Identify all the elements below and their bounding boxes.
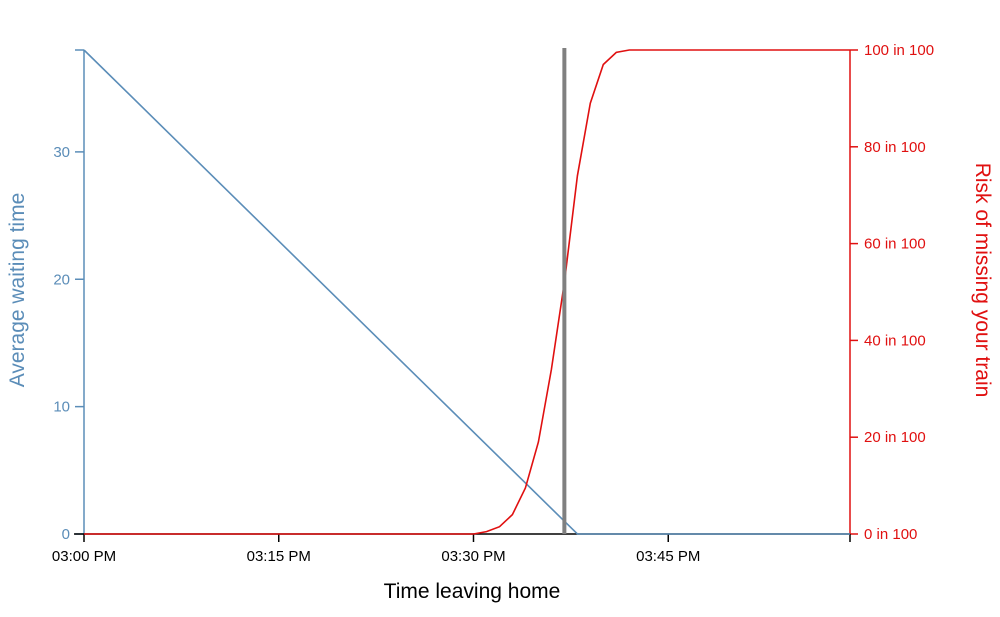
bottom-axis: 03:00 PM 03:15 PM 03:30 PM 03:45 PM: [52, 533, 851, 565]
right-tick-label: 40 in 100: [864, 332, 926, 349]
x-tick-label: 03:15 PM: [247, 548, 311, 565]
right-axis-ticks: 0 in 100 20 in 100 40 in 100 60 in 100 80 in…: [850, 42, 934, 543]
left-tick-label: 0: [62, 526, 70, 543]
left-axis-title: Average waiting time: [6, 193, 29, 388]
x-axis-title: Time leaving home: [384, 580, 561, 603]
x-tick-label: 03:30 PM: [441, 548, 505, 565]
left-tick-label: 30: [53, 144, 70, 161]
right-tick-label: 100 in 100: [864, 42, 934, 59]
right-tick-label: 60 in 100: [864, 236, 926, 253]
x-tick-label: 03:45 PM: [636, 548, 700, 565]
x-tick-label: 03:00 PM: [52, 548, 116, 565]
left-axis-ticks: 0 10 20 30: [53, 49, 84, 543]
waiting-time-line: [83, 49, 850, 535]
right-tick-label: 80 in 100: [864, 139, 926, 156]
right-tick-label: 0 in 100: [864, 526, 917, 543]
right-tick-label: 20 in 100: [864, 429, 926, 446]
missing-risk-line: [84, 49, 850, 535]
bottom-axis-ticks: 03:00 PM 03:15 PM 03:30 PM 03:45 PM: [52, 534, 851, 565]
right-axis-title: Risk of missing your train: [971, 163, 994, 398]
series-group: [83, 49, 850, 535]
left-tick-label: 20: [53, 271, 70, 288]
right-axis: 0 in 100 20 in 100 40 in 100 60 in 100 80 in…: [849, 42, 934, 543]
left-axis: 0 10 20 30: [53, 49, 85, 543]
left-tick-label: 10: [53, 399, 70, 416]
